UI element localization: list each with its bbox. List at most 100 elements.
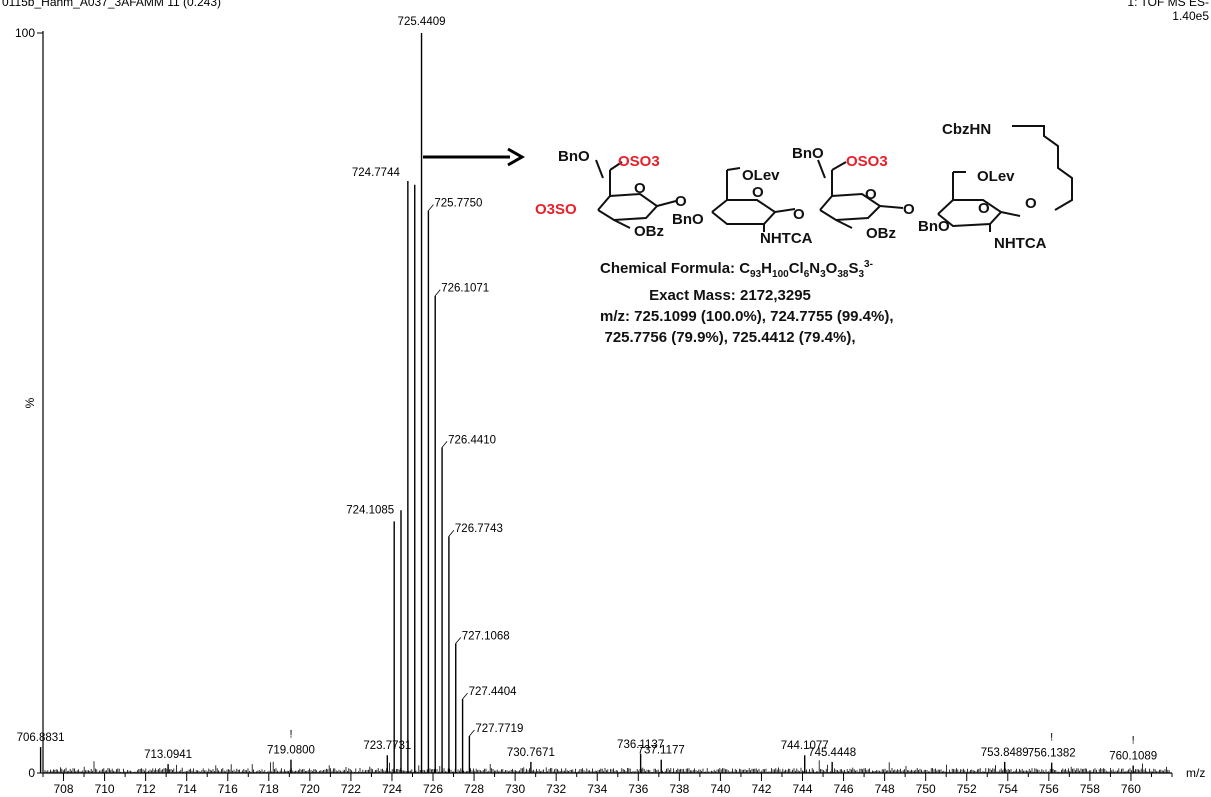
peak-label: 725.4409 (398, 16, 446, 28)
x-tick-label: 760 (1121, 782, 1141, 796)
label-obz-2: OBz (866, 225, 896, 242)
label-bno-4: BnO (918, 218, 950, 235)
peak-labels: 706.8831 713.0941 719.0800 723.7731 724.1085… (17, 16, 1158, 763)
exact-mass: Exact Mass: 2172,3295 (649, 287, 811, 304)
label-nhtca-2: NHTCA (994, 235, 1047, 252)
x-tick-label: 720 (300, 782, 320, 796)
label-o3so: O3SO (535, 201, 577, 218)
x-tick-label: 722 (341, 782, 361, 796)
annotation-arrow (423, 147, 526, 167)
x-tick-label: 750 (916, 782, 936, 796)
x-tick-label: 744 (792, 782, 812, 796)
peak-label: 724.1085 (346, 504, 394, 516)
y-axis-label: % (23, 397, 37, 408)
label-oso3-2-text: OSO3 (846, 153, 888, 170)
peaks (39, 33, 1134, 773)
x-axis-label: m/z (1186, 766, 1205, 780)
label-o3so-text: O3SO (535, 201, 577, 218)
label-o-ring4: O (978, 200, 990, 217)
scan-label: 1: TOF MS ES- (1127, 0, 1209, 9)
x-tick-label: 718 (259, 782, 279, 796)
peak-label: 737.1177 (638, 745, 685, 757)
x-tick-label: 746 (834, 782, 854, 796)
peak-label: 726.4410 (448, 434, 496, 446)
y-tick-label: 0 (28, 766, 35, 780)
x-tick-label: 736 (628, 782, 648, 796)
x-tick-label: 730 (505, 782, 525, 796)
label-o-link1: O (675, 193, 687, 210)
peak-marker: ! (1132, 735, 1135, 747)
mz-line-1: m/z: 725.1099 (100.0%), 724.7755 (99.4%)… (600, 308, 894, 325)
x-tick-label: 740 (710, 782, 730, 796)
peak-label: 730.7671 (507, 747, 555, 759)
x-tick-label: 724 (382, 782, 402, 796)
label-leader (469, 729, 475, 737)
chemical-formula: Chemical Formula: C93H100Cl6N3O38S33- (600, 259, 873, 280)
label-olev-1: OLev (742, 167, 780, 184)
label-leader (462, 692, 468, 700)
label-leader (434, 289, 441, 296)
peak-label: 724.7744 (352, 167, 401, 179)
molecule-info: Chemical Formula: C93H100Cl6N3O38S33- Ex… (600, 254, 894, 348)
label-obz-1: OBz (634, 223, 664, 240)
peak-label: 736.1137 (617, 739, 664, 751)
x-tick-label: 726 (423, 782, 443, 796)
peak-label: 760.1089 (1109, 751, 1157, 763)
label-o-ring3: O (865, 186, 877, 203)
x-tick-label: 716 (218, 782, 238, 796)
x-tick-label: 714 (177, 782, 197, 796)
mz-line-2: 725.7756 (79.9%), 725.4412 (79.4%), (604, 329, 856, 346)
peak-marker: ! (289, 729, 292, 741)
label-leader (428, 204, 434, 211)
ring-4 (937, 125, 1073, 232)
x-tick-label: 742 (751, 782, 771, 796)
peak-label: 713.0941 (144, 749, 192, 761)
peak-label: 706.8831 (17, 732, 65, 744)
x-tick-label: 748 (875, 782, 895, 796)
label-o-link4: O (1025, 195, 1037, 212)
label-cbzhn: CbzHN (942, 121, 991, 138)
x-tick-label: 732 (546, 782, 566, 796)
formula-prefix: Chemical Formula: (600, 260, 740, 277)
x-tick-label: 752 (957, 782, 977, 796)
label-olev-2: OLev (977, 168, 1015, 185)
label-oso3-1: OSO3 (618, 153, 660, 170)
ring-3 (817, 159, 904, 229)
label-o-link2: O (793, 206, 805, 223)
file-label: 0115b_Hahm_A037_3AFAMM 11 (0.243) (2, 0, 222, 9)
peak-marker: ! (1050, 732, 1053, 744)
label-o-link3: O (903, 201, 915, 218)
label-oso3-2: OSO3 (846, 153, 888, 170)
label-leader (455, 637, 462, 644)
peak-label: 726.1071 (441, 283, 489, 295)
x-tick-label: 758 (1080, 782, 1100, 796)
label-nhtca-1: NHTCA (760, 230, 813, 247)
peak-label: 726.7743 (455, 523, 503, 535)
peak-label: 756.1382 (1028, 748, 1076, 760)
label-bno-2: BnO (672, 211, 704, 228)
y-tick-label: 100 (15, 26, 35, 40)
axes: 0 100% 708 710 712 714 716 718 720 722 724 726 728 73… (15, 26, 1205, 796)
baseline-noise (44, 760, 1170, 773)
peak-label: 723.7731 (363, 740, 411, 752)
ring-1 (595, 159, 677, 229)
label-bno-1: BnO (558, 148, 590, 165)
label-bno-3: BnO (792, 145, 824, 162)
label-oso3-1-text: OSO3 (618, 153, 660, 170)
x-tick-label: 738 (669, 782, 689, 796)
label-o-ring1: O (634, 180, 646, 197)
chemical-structure: BnO OSO3 O3SO O O OBz BnO OLev O NHTCA O… (535, 121, 1073, 252)
x-tick-label: 756 (1039, 782, 1059, 796)
label-leader (441, 441, 448, 448)
peak-label: 727.1068 (462, 631, 510, 643)
x-tick-label: 728 (464, 782, 484, 796)
peak-label: 727.7719 (475, 723, 523, 735)
intensity-label: 1.40e5 (1172, 9, 1209, 23)
peak-label: 744.1077 (781, 740, 829, 752)
x-tick-label: 710 (95, 782, 115, 796)
noise-path (44, 760, 1170, 773)
x-tick-label: 708 (54, 782, 74, 796)
peak-label: 725.7750 (434, 198, 482, 210)
label-leader (448, 529, 455, 537)
